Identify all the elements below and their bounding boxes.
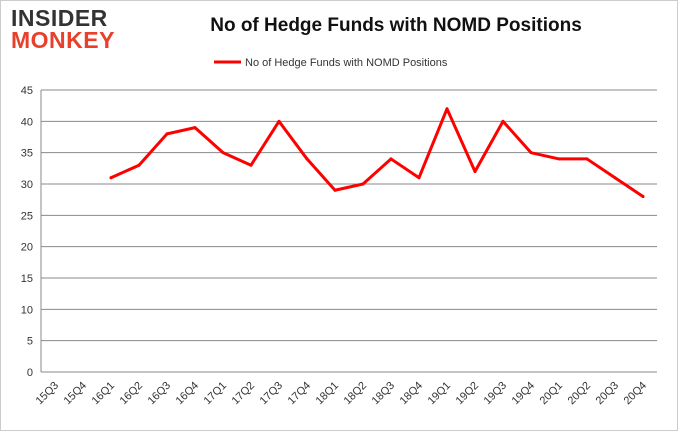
legend-label: No of Hedge Funds with NOMD Positions xyxy=(245,57,448,69)
data-point xyxy=(557,157,561,161)
y-tick-label: 10 xyxy=(21,304,33,316)
y-tick-label: 0 xyxy=(27,367,33,379)
x-tick-label: 19Q2 xyxy=(454,380,482,408)
x-tick-label: 17Q4 xyxy=(286,380,314,408)
data-point xyxy=(585,157,589,161)
x-tick-label: 15Q4 xyxy=(62,380,90,408)
x-tick-label: 19Q3 xyxy=(482,380,510,408)
data-point xyxy=(165,132,169,136)
data-point xyxy=(473,169,477,173)
chart-title: No of Hedge Funds with NOMD Positions xyxy=(210,15,582,36)
x-tick-label: 16Q1 xyxy=(90,380,118,408)
data-point xyxy=(193,126,197,130)
insider-monkey-logo: INSIDER MONKEY xyxy=(11,5,115,53)
logo-line2: MONKEY xyxy=(11,27,115,53)
x-tick-label: 20Q1 xyxy=(538,380,566,408)
data-point xyxy=(249,163,253,167)
y-tick-label: 30 xyxy=(21,179,33,191)
data-point xyxy=(445,107,449,111)
y-tick-label: 40 xyxy=(21,116,33,128)
data-point xyxy=(529,151,533,155)
data-point xyxy=(221,151,225,155)
data-point xyxy=(305,157,309,161)
x-tick-label: 18Q2 xyxy=(342,380,370,408)
x-tick-label: 20Q3 xyxy=(594,380,622,408)
data-point xyxy=(389,157,393,161)
data-point xyxy=(333,188,337,192)
x-tick-label: 17Q2 xyxy=(230,380,258,408)
y-tick-label: 20 xyxy=(21,242,33,254)
x-tick-label: 17Q3 xyxy=(258,380,286,408)
data-point xyxy=(361,182,365,186)
x-tick-label: 20Q4 xyxy=(622,380,650,408)
x-tick-label: 19Q4 xyxy=(510,380,538,408)
x-tick-label: 15Q3 xyxy=(34,380,62,408)
x-tick-label: 18Q4 xyxy=(398,380,426,408)
logo-line1: INSIDER xyxy=(11,5,108,31)
data-point xyxy=(109,176,113,180)
x-tick-label: 16Q4 xyxy=(174,380,202,408)
data-point xyxy=(613,176,617,180)
x-tick-label: 20Q2 xyxy=(566,380,594,408)
x-tick-label: 16Q3 xyxy=(146,380,174,408)
x-tick-label: 17Q1 xyxy=(202,380,230,408)
y-tick-label: 15 xyxy=(21,273,33,285)
data-point xyxy=(137,163,141,167)
data-point xyxy=(417,176,421,180)
y-tick-label: 45 xyxy=(21,85,33,97)
data-point xyxy=(641,195,645,199)
data-point xyxy=(277,119,281,123)
x-tick-label: 16Q2 xyxy=(118,380,146,408)
x-tick-label: 18Q1 xyxy=(314,380,342,408)
y-tick-label: 5 xyxy=(27,336,33,348)
x-tick-label: 19Q1 xyxy=(426,380,454,408)
y-tick-label: 25 xyxy=(21,210,33,222)
y-tick-label: 35 xyxy=(21,148,33,160)
x-tick-label: 18Q3 xyxy=(370,380,398,408)
data-point xyxy=(501,119,505,123)
series-line xyxy=(109,107,645,199)
